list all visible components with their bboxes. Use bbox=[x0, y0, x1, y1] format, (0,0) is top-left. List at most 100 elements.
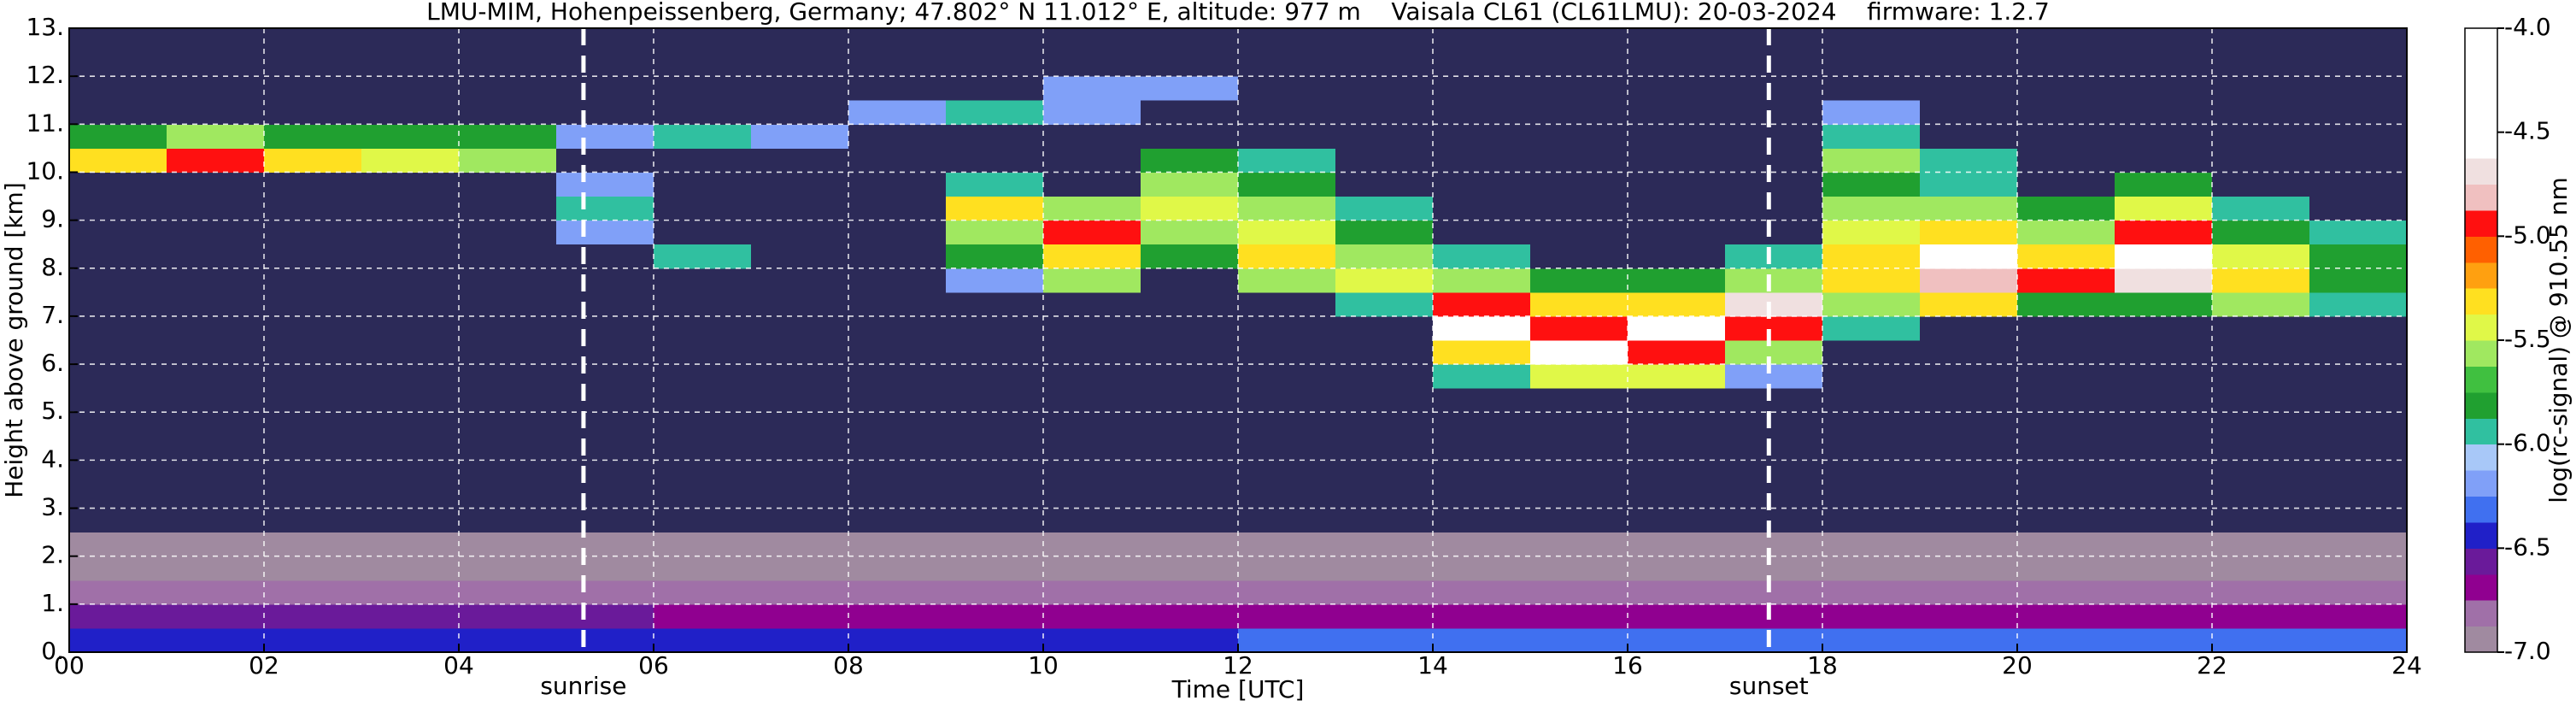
heatmap-cell bbox=[2212, 244, 2310, 269]
heatmap-cell bbox=[69, 340, 167, 365]
x-tick-label: 16 bbox=[1612, 651, 1643, 680]
x-tick-label: 08 bbox=[833, 651, 864, 680]
heatmap-cell bbox=[264, 364, 362, 389]
heatmap-cell bbox=[946, 484, 1044, 509]
heatmap-cell bbox=[459, 291, 557, 317]
heatmap-cell bbox=[946, 412, 1044, 437]
heatmap-cell bbox=[751, 627, 849, 653]
heatmap-cell bbox=[1822, 100, 1921, 125]
heatmap-cell bbox=[2212, 364, 2310, 389]
heatmap-cell bbox=[1433, 172, 1531, 197]
heatmap-cell bbox=[1238, 508, 1336, 533]
heatmap-cell bbox=[1628, 315, 1726, 341]
heatmap-cell bbox=[556, 244, 654, 269]
heatmap-cell bbox=[1043, 603, 1141, 629]
heatmap-cell bbox=[848, 291, 947, 317]
heatmap-cell bbox=[2017, 556, 2115, 581]
heatmap-cell bbox=[1043, 100, 1141, 125]
heatmap-cell bbox=[654, 412, 752, 437]
heatmap-cell bbox=[1822, 244, 1921, 269]
heatmap-cell bbox=[1920, 388, 2018, 413]
heatmap-cell bbox=[654, 603, 752, 629]
heatmap-cell bbox=[1530, 508, 1628, 533]
heatmap-cell bbox=[167, 340, 265, 365]
heatmap-cell bbox=[2017, 340, 2115, 365]
heatmap-cell bbox=[264, 291, 362, 317]
heatmap-cell bbox=[2309, 484, 2408, 509]
colorbar-tick-label: -4.0 bbox=[2504, 13, 2551, 41]
heatmap-cell bbox=[167, 364, 265, 389]
heatmap-cell bbox=[2212, 291, 2310, 317]
heatmap-cell bbox=[1628, 291, 1726, 317]
heatmap-cell bbox=[556, 100, 654, 125]
heatmap-cell bbox=[459, 52, 557, 77]
heatmap-cell bbox=[167, 52, 265, 77]
heatmap-cell bbox=[361, 436, 460, 461]
heatmap-cell bbox=[2115, 532, 2213, 557]
heatmap-cell bbox=[459, 340, 557, 365]
heatmap-cell bbox=[1335, 460, 1434, 485]
heatmap-cell bbox=[2309, 532, 2408, 557]
heatmap-cell bbox=[1433, 603, 1531, 629]
heatmap-cell bbox=[556, 220, 654, 245]
heatmap-cell bbox=[1043, 76, 1141, 101]
colorbar-swatch bbox=[2465, 184, 2497, 211]
heatmap-cell bbox=[69, 532, 167, 557]
heatmap-cell bbox=[1725, 291, 1823, 317]
heatmap-cell bbox=[654, 172, 752, 197]
heatmap-cell bbox=[2017, 124, 2115, 149]
heatmap-cell bbox=[1238, 124, 1336, 149]
heatmap-cell bbox=[1530, 580, 1628, 605]
heatmap-cell bbox=[1920, 627, 2018, 653]
heatmap-cell bbox=[2115, 315, 2213, 341]
heatmap-cell bbox=[1628, 412, 1726, 437]
heatmap-cell bbox=[751, 291, 849, 317]
heatmap-cell bbox=[2017, 148, 2115, 173]
heatmap-cell bbox=[1141, 436, 1239, 461]
heatmap-cell bbox=[1335, 532, 1434, 557]
heatmap-cell bbox=[1530, 172, 1628, 197]
heatmap-cell bbox=[1141, 364, 1239, 389]
heatmap-cell bbox=[69, 436, 167, 461]
heatmap-cell bbox=[2309, 148, 2408, 173]
heatmap-cell bbox=[167, 244, 265, 269]
heatmap-cell bbox=[2309, 364, 2408, 389]
colorbar-swatch bbox=[2465, 288, 2497, 315]
heatmap-cell bbox=[2017, 220, 2115, 245]
heatmap-cell bbox=[946, 148, 1044, 173]
heatmap-cell bbox=[751, 148, 849, 173]
heatmap-cell bbox=[1628, 556, 1726, 581]
heatmap-cell bbox=[1628, 484, 1726, 509]
heatmap-cell bbox=[2212, 148, 2310, 173]
heatmap-cell bbox=[2115, 291, 2213, 317]
heatmap-cell bbox=[1335, 196, 1434, 221]
heatmap-cell bbox=[1920, 268, 2018, 293]
heatmap-cell bbox=[556, 315, 654, 341]
heatmap-cell bbox=[459, 364, 557, 389]
heatmap-cell bbox=[1043, 315, 1141, 341]
heatmap-cell bbox=[556, 28, 654, 53]
heatmap-cell bbox=[2212, 627, 2310, 653]
heatmap-cell bbox=[848, 315, 947, 341]
heatmap-cell bbox=[2309, 556, 2408, 581]
heatmap-cell bbox=[69, 508, 167, 533]
heatmap-cell bbox=[654, 268, 752, 293]
heatmap-cell bbox=[1920, 412, 2018, 437]
heatmap-cell bbox=[946, 291, 1044, 317]
heatmap-cell bbox=[1141, 268, 1239, 293]
heatmap-cell bbox=[1628, 460, 1726, 485]
heatmap-cell bbox=[751, 508, 849, 533]
heatmap-cell bbox=[1141, 196, 1239, 221]
heatmap-cell bbox=[1335, 556, 1434, 581]
heatmap-cell bbox=[1238, 364, 1336, 389]
heatmap-cell bbox=[2115, 196, 2213, 221]
heatmap-cell bbox=[556, 460, 654, 485]
heatmap-cell bbox=[2212, 340, 2310, 365]
heatmap-cell bbox=[69, 268, 167, 293]
heatmap-cell bbox=[69, 484, 167, 509]
heatmap-cell bbox=[1238, 148, 1336, 173]
heatmap-cell bbox=[1433, 291, 1531, 317]
heatmap-cell bbox=[1141, 28, 1239, 53]
heatmap-cell bbox=[264, 508, 362, 533]
heatmap-cell bbox=[1433, 196, 1531, 221]
